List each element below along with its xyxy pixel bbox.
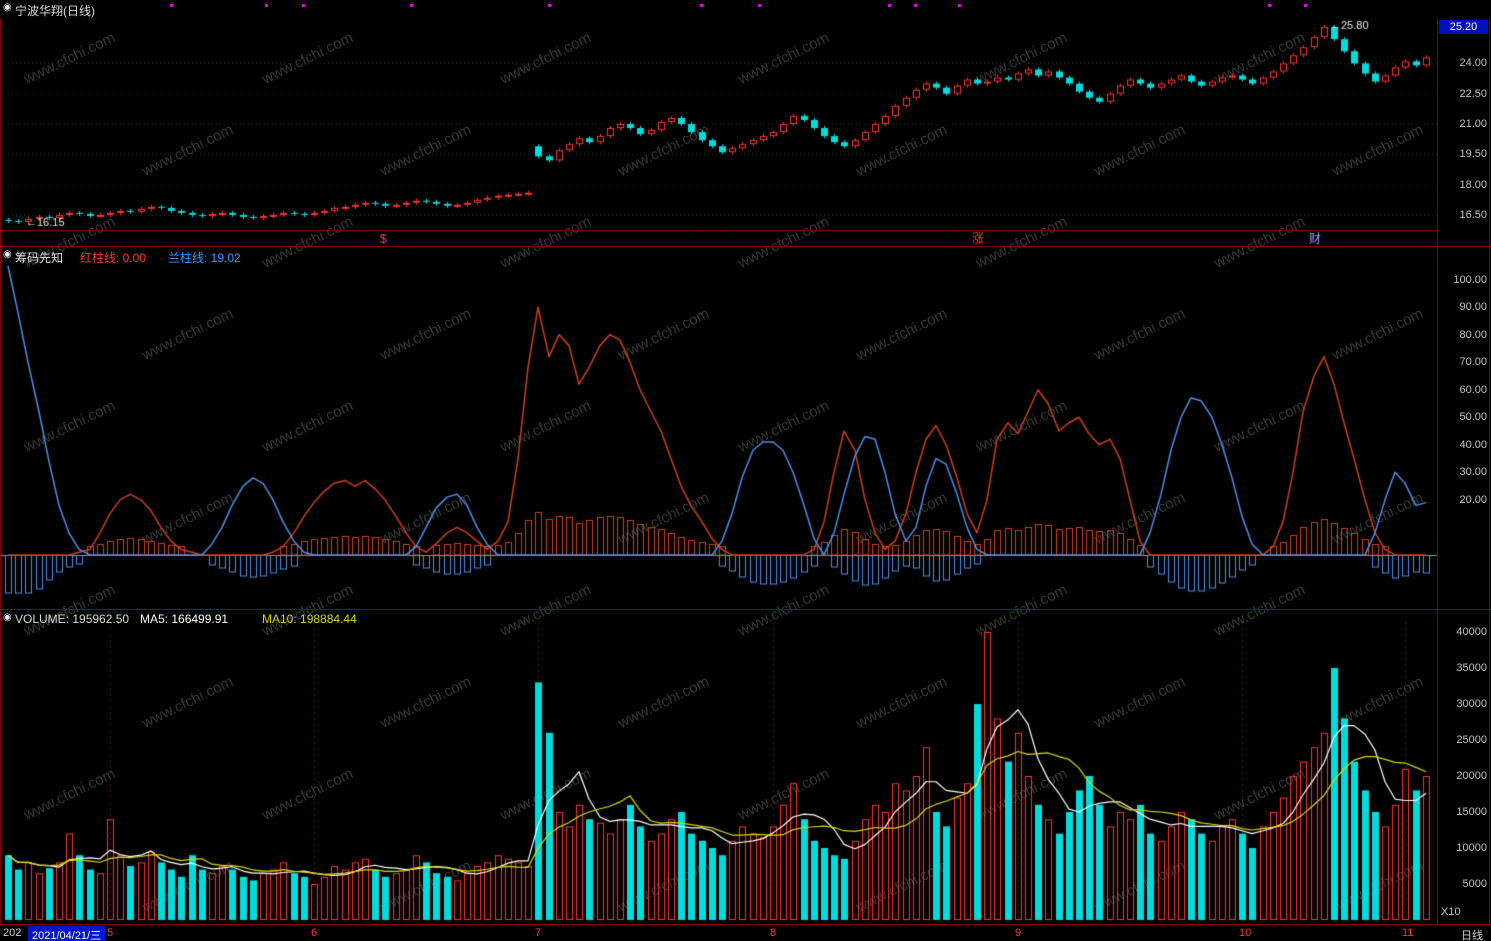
indicator-red-value: 红柱线: 0.00 [80, 251, 147, 265]
axis-tick-label: 21.00 [1459, 118, 1487, 130]
axis-tick-label: 22.50 [1459, 87, 1487, 100]
volume-panel[interactable] [0, 610, 1437, 924]
volume-icon: ◉ [3, 612, 12, 623]
axis-tick-label: 20000 [1456, 770, 1487, 782]
axis-tick-label: 30000 [1456, 698, 1487, 710]
axis-tick-label: 24.00 [1459, 57, 1487, 70]
period-dot [1304, 4, 1307, 7]
panel-border-right [1489, 18, 1490, 924]
axis-tick-label: 70.00 [1459, 356, 1487, 369]
axis-tick-label: 10000 [1456, 842, 1487, 854]
axis-tick-label: 25000 [1456, 734, 1487, 746]
period-dot [958, 4, 961, 7]
axis-separator [1437, 18, 1438, 924]
panel-border-3 [0, 924, 1491, 925]
period-dot [888, 4, 891, 7]
panel-border-2 [0, 609, 1491, 610]
period-dot [302, 4, 305, 7]
last-price-badge: 25.20 [1439, 20, 1488, 34]
indicator-name: 筹码先知 [15, 251, 64, 265]
axis-tick-label: 100.00 [1453, 273, 1487, 286]
ma10-value: MA10: 198884.44 [262, 612, 357, 626]
period-dot [548, 4, 551, 7]
axis-tick-label: 80.00 [1459, 328, 1487, 341]
period-dot [700, 4, 703, 7]
month-tick-label: 5 [107, 927, 114, 939]
axis-tick-label: 50.00 [1459, 411, 1487, 424]
axis-tick-label: 60.00 [1459, 383, 1487, 396]
month-tick-label: 11 [1402, 927, 1414, 939]
axis-tick-label: 18.00 [1459, 178, 1487, 191]
month-tick-label: 6 [311, 927, 318, 939]
candlestick-panel[interactable] [0, 18, 1437, 246]
volume-unit-label: X10 [1441, 906, 1461, 918]
axis-tick-label: 20.00 [1459, 493, 1487, 506]
ma5-value: MA5: 166499.91 [140, 612, 229, 626]
axis-tick-label: 16.50 [1459, 208, 1487, 221]
axis-tick-label: 5000 [1462, 878, 1487, 890]
panel-border-left [0, 18, 1, 924]
axis-tick-label: 19.50 [1459, 148, 1487, 161]
axis-tick-label: 40000 [1456, 626, 1487, 638]
volume-value: VOLUME: 195962.50 [15, 612, 130, 626]
axis-tick-label: 35000 [1456, 662, 1487, 674]
axis-tick-label: 40.00 [1459, 438, 1487, 451]
panel-border-1 [0, 246, 1491, 247]
month-tick-label: 7 [535, 927, 542, 939]
period-dot [265, 4, 268, 7]
status-bar: 202 2021/04/21/三 日线 5 6 7 8 9 10 11 [0, 925, 1491, 941]
indicator-panel[interactable] [0, 247, 1437, 609]
period-dot [758, 4, 761, 7]
month-tick-label: 10 [1239, 927, 1252, 939]
month-tick-label: 9 [1015, 927, 1022, 939]
period-selector[interactable]: 日线 [1461, 930, 1483, 941]
period-dot [914, 4, 917, 7]
axis-tick-label: 15000 [1456, 806, 1487, 818]
indicator-blue-value: 兰柱线: 19.02 [168, 251, 241, 265]
axis-tick-label: 30.00 [1459, 466, 1487, 479]
date-field[interactable]: 2021/04/21/三 [28, 926, 106, 941]
axis-tick-label: 90.00 [1459, 301, 1487, 314]
month-tick-label: 8 [770, 927, 777, 939]
indicator-icon: ◉ [3, 249, 12, 260]
period-dot [1268, 4, 1271, 7]
stock-title: 宁波华翔(日线) [15, 4, 95, 18]
stock-status-icon: ◉ [3, 2, 12, 13]
period-dot [410, 4, 413, 7]
status-clipped-text: 202 [3, 927, 22, 939]
title-bar: ◉ 宁波华翔(日线) [0, 0, 1491, 18]
period-dot [170, 4, 173, 7]
